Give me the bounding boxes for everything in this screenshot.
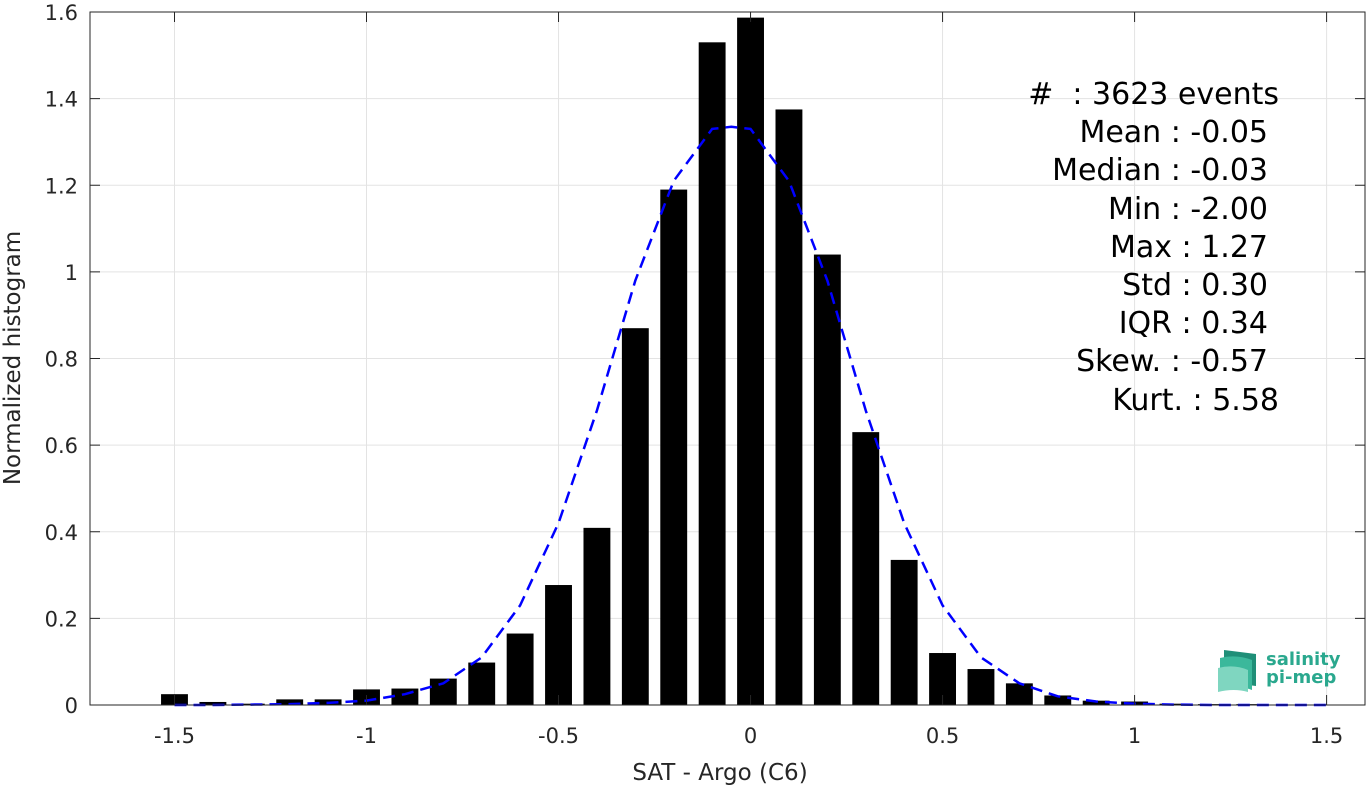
x-tick-label: 1.5 bbox=[1310, 724, 1343, 748]
histogram-bar bbox=[660, 189, 688, 706]
logo-text-pimep: pi-mep bbox=[1266, 667, 1337, 688]
histogram-bar bbox=[583, 527, 611, 705]
stat-median: Median : -0.03 bbox=[1052, 153, 1268, 189]
logo-text-salinity: salinity bbox=[1266, 649, 1341, 670]
y-tick-label: 0 bbox=[65, 694, 78, 718]
y-tick-label: 0.6 bbox=[45, 434, 78, 458]
histogram-bar bbox=[1082, 700, 1110, 705]
histogram-bar bbox=[852, 432, 880, 705]
fit-curve bbox=[174, 125, 1327, 707]
y-tick-label: 1 bbox=[65, 261, 78, 285]
histogram-bar bbox=[199, 701, 227, 705]
histogram-bar bbox=[621, 328, 649, 705]
stat-iqr: IQR : 0.34 bbox=[1118, 306, 1268, 342]
x-tick-label: -0.5 bbox=[538, 724, 579, 748]
histogram-bars bbox=[161, 17, 1264, 706]
histogram-bar bbox=[545, 585, 572, 705]
salinity-pimep-logo: salinity pi-mep bbox=[1216, 646, 1346, 696]
wave-logo-icon bbox=[1218, 650, 1256, 692]
histogram-bar bbox=[391, 688, 419, 705]
y-tick-label: 0.8 bbox=[45, 348, 78, 372]
stat-mean: Mean : -0.05 bbox=[1079, 115, 1268, 151]
y-tick-label: 1.6 bbox=[45, 1, 78, 25]
axis-ticks: -1.5 -1 -0.5 0 0.5 1 1.5 0 0.2 0.4 0.6 0.8 1 1.2 1.4 1.… bbox=[45, 1, 1365, 748]
y-tick-label: 1.4 bbox=[45, 88, 78, 112]
statistics-panel: # : 3623 events Mean : -0.05 Median : -0… bbox=[899, 76, 1279, 420]
x-tick-label: -1 bbox=[356, 724, 377, 748]
y-tick-label: 0.4 bbox=[45, 521, 78, 545]
stat-skew: Skew. : -0.57 bbox=[1076, 344, 1268, 380]
stat-kurt: Kurt. : 5.58 bbox=[1112, 382, 1279, 418]
x-tick-label: -1.5 bbox=[154, 724, 195, 748]
histogram-bar bbox=[890, 559, 918, 705]
histogram-bar bbox=[967, 669, 995, 705]
grid-lines bbox=[90, 11, 1365, 706]
y-axis-label: Normalized histogram bbox=[0, 231, 26, 485]
stat-std: Std : 0.30 bbox=[1122, 268, 1268, 304]
histogram-bar bbox=[737, 17, 764, 706]
histogram-bar bbox=[813, 254, 841, 706]
histogram-bar bbox=[1005, 683, 1033, 705]
x-tick-label: 1 bbox=[1128, 724, 1141, 748]
histogram-bar bbox=[276, 699, 304, 705]
x-tick-label: 0 bbox=[744, 724, 757, 748]
y-tick-label: 1.2 bbox=[45, 174, 78, 198]
histogram-bar bbox=[1044, 695, 1072, 705]
histogram-bar bbox=[775, 109, 803, 705]
x-axis-label: SAT - Argo (C6) bbox=[632, 760, 807, 786]
x-tick-label: 0.5 bbox=[926, 724, 959, 748]
stat-min: Min : -2.00 bbox=[1107, 191, 1268, 227]
stat-count: # : 3623 events bbox=[1028, 77, 1279, 112]
histogram-bar bbox=[468, 662, 496, 705]
y-tick-label: 0.2 bbox=[45, 607, 78, 631]
stat-max: Max : 1.27 bbox=[1110, 229, 1268, 265]
histogram-bar bbox=[698, 42, 726, 706]
histogram-bar bbox=[506, 633, 534, 705]
